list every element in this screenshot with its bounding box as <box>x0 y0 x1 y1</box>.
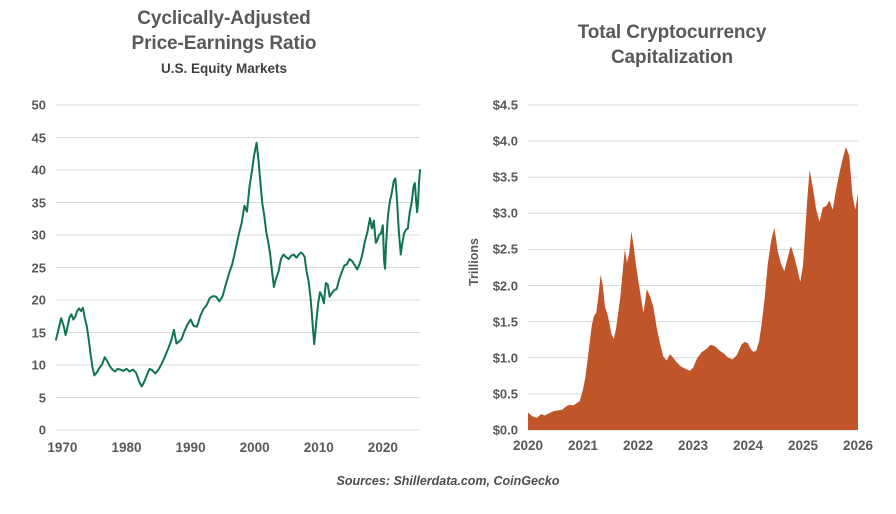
cape-y-tick: 45 <box>31 130 46 145</box>
cape-y-tick: 40 <box>31 162 46 178</box>
cape-chart-title-line2: Price-Earnings Ratio <box>131 33 317 54</box>
crypto-y-tick: $1.0 <box>492 350 518 366</box>
crypto-y-tick: $2.5 <box>492 241 518 257</box>
cape-chart-svg <box>55 104 421 431</box>
cape-ratio-chart-panel: Cyclically-Adjusted Price-Earnings Ratio… <box>0 0 448 475</box>
cape-y-tick: 5 <box>38 390 46 405</box>
crypto-x-tick: 2020 <box>512 438 544 453</box>
cape-x-tick: 2000 <box>239 440 270 455</box>
cape-y-tick: 20 <box>31 292 46 308</box>
crypto-y-tick: $0.5 <box>492 386 518 402</box>
crypto-chart-title-line2: Capitalization <box>610 47 734 68</box>
cape-y-tick: 25 <box>31 260 46 275</box>
crypto-cap-area <box>528 146 858 430</box>
cape-y-tick: 0 <box>38 422 46 438</box>
cape-x-tick: 1970 <box>47 440 78 455</box>
cape-chart-subtitle: U.S. Equity Markets <box>160 61 288 76</box>
cape-x-tick: 1990 <box>175 440 206 455</box>
crypto-x-tick: 2022 <box>622 438 654 453</box>
cape-y-tick: 10 <box>31 357 46 373</box>
crypto-x-tick: 2026 <box>842 438 874 453</box>
sources-note: Sources: Shillerdata.com, CoinGecko <box>336 474 560 488</box>
cape-chart-title-line1: Cyclically-Adjusted <box>137 8 311 29</box>
crypto-y-tick: $4.5 <box>492 97 518 113</box>
crypto-y-tick: $3.0 <box>492 205 518 221</box>
crypto-y-tick: $3.5 <box>492 169 518 185</box>
cape-ratio-line <box>55 141 421 388</box>
crypto-title-block: Total Cryptocurrency Capitalization <box>448 20 896 70</box>
crypto-chart-svg <box>528 104 858 431</box>
cape-x-tick: 2020 <box>367 440 398 455</box>
cape-y-tick: 15 <box>31 325 46 340</box>
crypto-plot-area <box>448 0 896 475</box>
crypto-y-tick: $1.5 <box>492 314 518 330</box>
cape-y-tick: 50 <box>31 97 46 113</box>
cape-title-block: Cyclically-Adjusted Price-Earnings Ratio… <box>0 6 448 79</box>
crypto-chart-title-line1: Total Cryptocurrency <box>577 22 767 43</box>
crypto-y-tick: $2.0 <box>492 278 518 294</box>
crypto-x-tick: 2025 <box>787 438 819 453</box>
cape-plot-area <box>0 0 448 475</box>
crypto-y-tick: $0.0 <box>492 422 518 438</box>
crypto-cap-chart-panel: Total Cryptocurrency Capitalization Tril… <box>448 0 896 475</box>
cape-y-tick: 35 <box>31 195 46 210</box>
crypto-y-tick: $4.0 <box>492 133 518 149</box>
crypto-x-tick: 2021 <box>567 438 599 453</box>
cape-x-tick: 2010 <box>303 440 334 455</box>
cape-x-tick: 1980 <box>111 440 142 455</box>
cape-y-tick: 30 <box>31 227 46 243</box>
crypto-x-tick: 2023 <box>677 438 709 453</box>
crypto-x-tick: 2024 <box>732 438 764 453</box>
